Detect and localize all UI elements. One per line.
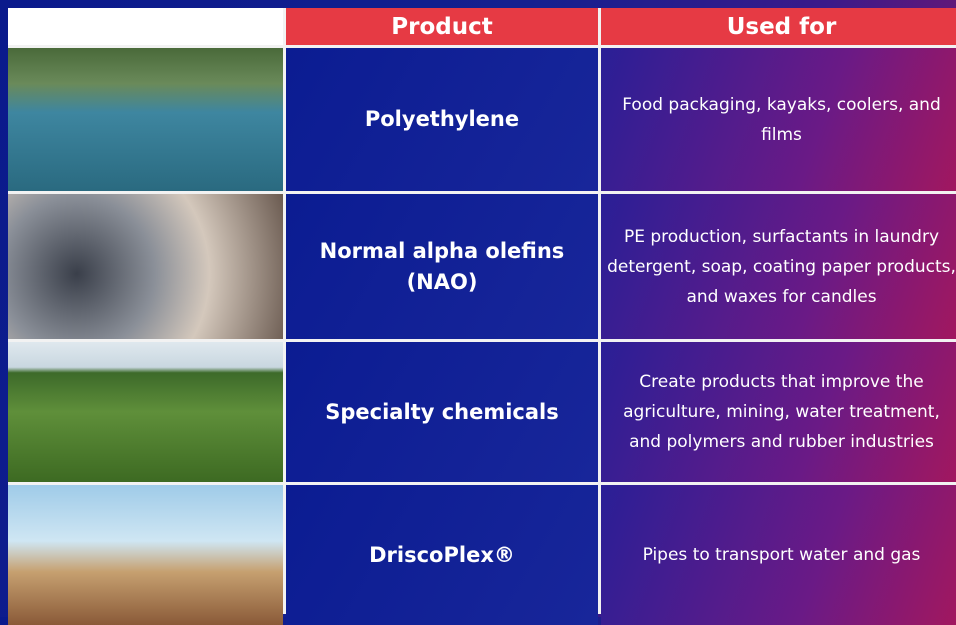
photo-kayak (8, 48, 283, 191)
product-name: Polyethylene (286, 48, 598, 191)
product-use: Pipes to transport water and gas (601, 485, 956, 625)
header-cell: Used for (601, 8, 956, 45)
product-name: DriscoPlex® (286, 485, 598, 625)
header-cell: Product (286, 8, 598, 45)
product-use: Create products that improve the agricul… (601, 342, 956, 482)
photo-laundry (8, 194, 283, 339)
product-use: Food packaging, kayaks, coolers, and fil… (601, 48, 956, 191)
header-blank (8, 8, 283, 45)
product-name: Normal alpha olefins (NAO) (286, 194, 598, 339)
product-use: PE production, surfactants in laundry de… (601, 194, 956, 339)
product-table: Product Used for Polyethylene Food packa… (8, 8, 956, 614)
page: Product Used for Polyethylene Food packa… (0, 0, 956, 617)
product-name: Specialty chemicals (286, 342, 598, 482)
photo-crops (8, 342, 283, 482)
photo-pipeline (8, 485, 283, 625)
